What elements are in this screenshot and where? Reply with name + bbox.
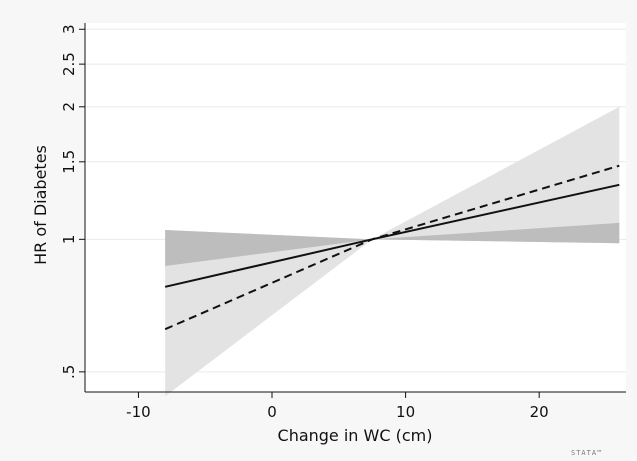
y-tick-label: 3 bbox=[60, 24, 78, 34]
series-line-dashed bbox=[164, 164, 620, 331]
confidence-band-light bbox=[165, 106, 620, 397]
y-tick-label: 1.5 bbox=[60, 150, 78, 174]
y-tick-label: 2.5 bbox=[60, 52, 78, 76]
y-tick-label: 1 bbox=[60, 235, 78, 245]
x-tick-label: 20 bbox=[530, 403, 549, 421]
series-lines bbox=[164, 164, 620, 331]
y-tick-label: 2 bbox=[60, 102, 78, 112]
confidence-bands bbox=[165, 106, 620, 397]
confidence-band-dark bbox=[165, 222, 620, 266]
x-tick-label: -10 bbox=[126, 403, 151, 421]
stata-badge: STATA™ bbox=[571, 449, 602, 457]
x-tick-label: 0 bbox=[267, 403, 277, 421]
y-axis-title: HR of Diabetes bbox=[31, 145, 50, 265]
x-tick-label: 10 bbox=[396, 403, 415, 421]
axes: .5 1 1.5 2 2.5 3 -10 0 10 20 bbox=[60, 23, 626, 421]
x-axis-title: Change in WC (cm) bbox=[278, 426, 433, 445]
y-tick-label: .5 bbox=[60, 365, 78, 379]
